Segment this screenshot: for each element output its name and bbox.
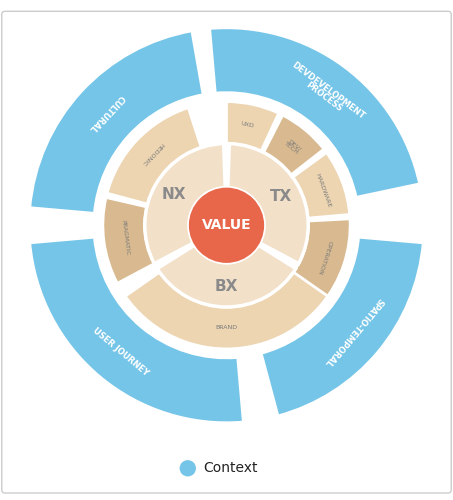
- Wedge shape: [226, 102, 279, 151]
- Wedge shape: [261, 237, 424, 416]
- Text: SPATIO-TEMPORAL: SPATIO-TEMPORAL: [322, 295, 384, 368]
- Text: TX: TX: [270, 189, 292, 204]
- FancyBboxPatch shape: [2, 12, 451, 493]
- Text: USER JOURNEY: USER JOURNEY: [91, 326, 150, 378]
- Wedge shape: [107, 108, 201, 204]
- Text: HEDONIC: HEDONIC: [140, 142, 165, 167]
- Text: UXD: UXD: [241, 121, 255, 128]
- Text: BX: BX: [215, 279, 238, 294]
- Text: VALUE: VALUE: [202, 218, 251, 232]
- Circle shape: [180, 460, 196, 476]
- Wedge shape: [209, 28, 420, 198]
- Wedge shape: [289, 219, 350, 305]
- Text: PRAGMATIC: PRAGMATIC: [120, 220, 129, 256]
- Wedge shape: [228, 144, 308, 264]
- Text: DEV/
TECH: DEV/ TECH: [283, 138, 302, 156]
- Wedge shape: [125, 272, 328, 349]
- Text: BRAND: BRAND: [216, 326, 237, 330]
- Wedge shape: [264, 115, 324, 175]
- Wedge shape: [29, 237, 244, 423]
- Text: Context: Context: [203, 462, 257, 475]
- Text: DEVDEVELOPMENT
PROCESS: DEVDEVELOPMENT PROCESS: [285, 60, 366, 127]
- Circle shape: [189, 188, 264, 263]
- Text: CULTURAL: CULTURAL: [86, 92, 125, 133]
- Text: OPERATION: OPERATION: [316, 239, 332, 275]
- Wedge shape: [145, 144, 225, 264]
- Wedge shape: [29, 30, 203, 214]
- Wedge shape: [103, 198, 154, 284]
- Text: HARDWARE: HARDWARE: [314, 172, 332, 208]
- Wedge shape: [157, 245, 296, 307]
- Text: NX: NX: [161, 187, 186, 202]
- Wedge shape: [293, 152, 350, 218]
